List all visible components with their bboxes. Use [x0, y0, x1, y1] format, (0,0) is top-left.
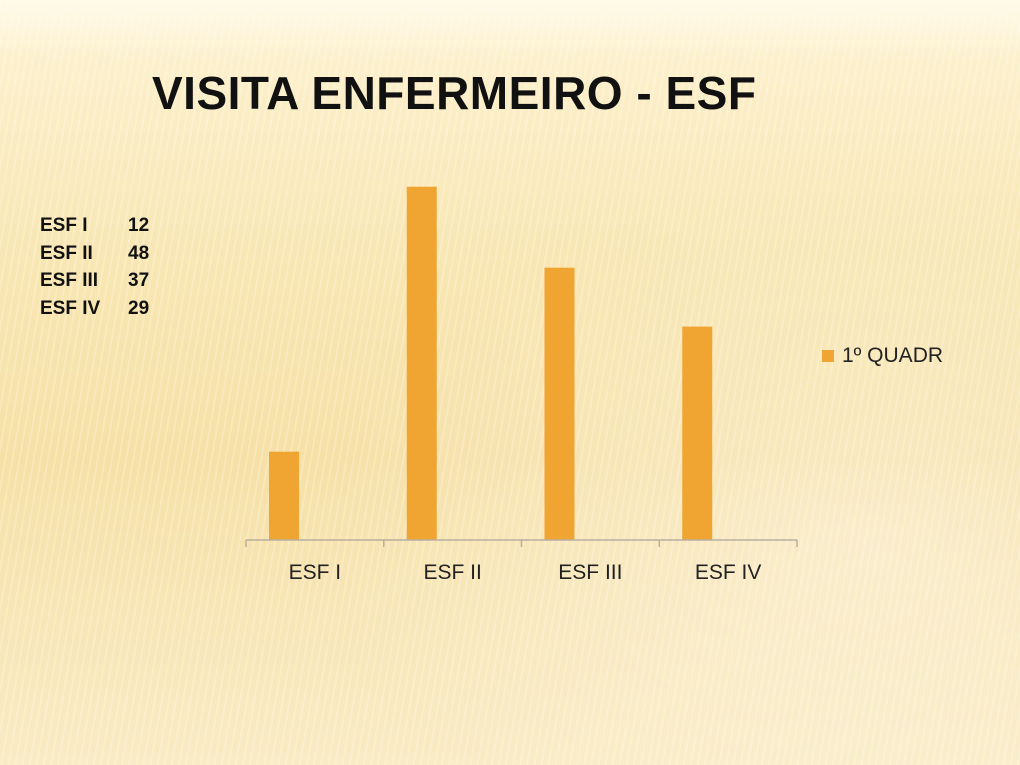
data-row-esf-iii: ESF III 37: [40, 267, 168, 295]
x-tick-label: ESF II: [423, 561, 481, 584]
data-row-esf-i: ESF I 12: [40, 212, 168, 240]
data-row-value: 48: [128, 242, 150, 264]
data-row-esf-iv: ESF IV 29: [40, 295, 168, 323]
bar-esf-ii: [406, 186, 437, 540]
x-tick-label: ESF III: [558, 561, 622, 584]
data-row-label: ESF IV: [40, 297, 101, 319]
data-row-value: 12: [128, 215, 150, 236]
slide-title: VISITA ENFERMEIRO - ESF: [152, 67, 757, 119]
bar-esf-iii: [544, 267, 575, 540]
x-tick-label: ESF I: [289, 561, 342, 584]
data-row-label: ESF I: [40, 215, 88, 236]
legend-label: 1º QUADR: [842, 344, 944, 367]
data-summary-list: ESF I 12 ESF II 48 ESF III 37 ESF IV 29: [40, 212, 168, 322]
data-row-label: ESF III: [40, 270, 99, 291]
background-glow: [0, 0, 1020, 60]
data-row-label: ESF II: [40, 242, 93, 264]
chart-legend: 1º QUADR: [822, 344, 943, 368]
x-tick-label: ESF IV: [695, 561, 762, 584]
data-row-esf-ii: ESF II 48: [40, 240, 168, 268]
legend-swatch: [822, 350, 834, 362]
bar-esf-i: [269, 451, 299, 540]
bar-esf-iv: [682, 326, 713, 540]
data-row-value: 37: [128, 270, 150, 291]
data-row-value: 29: [128, 297, 150, 319]
